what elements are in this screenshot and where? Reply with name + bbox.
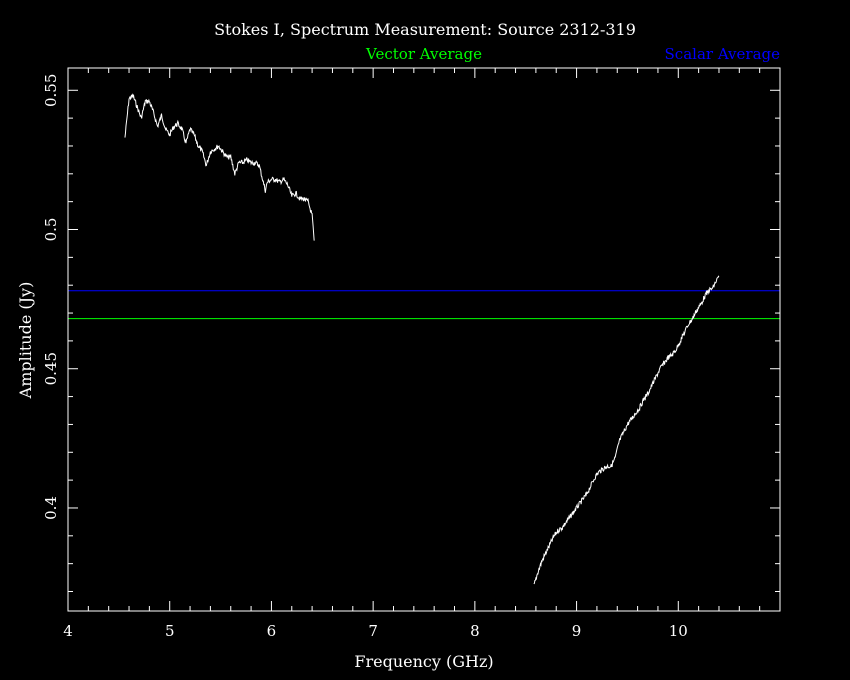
y-tick-label: 0.45 (42, 352, 60, 385)
series-line-1 (533, 275, 720, 585)
legend-scalar-average: Scalar Average (665, 45, 781, 63)
x-tick-label: 9 (572, 622, 582, 640)
y-tick-label: 0.4 (42, 496, 60, 520)
x-axis-label: Frequency (GHz) (354, 652, 493, 671)
axis-tick-labels: 4 5 6 7 8 9 10 0.4 0.45 0.5 0.55 (42, 74, 688, 640)
x-tick-label: 7 (368, 622, 378, 640)
chart-title: Stokes I, Spectrum Measurement: Source 2… (214, 20, 636, 39)
x-tick-label: 10 (669, 622, 688, 640)
x-tick-label: 8 (470, 622, 480, 640)
y-axis-label: Amplitude (Jy) (16, 282, 35, 400)
x-tick-label: 4 (63, 622, 73, 640)
x-tick-label: 6 (267, 622, 277, 640)
plot-frame (67, 67, 781, 612)
series-layer (124, 93, 720, 585)
y-tick-label: 0.55 (42, 74, 60, 107)
reference-lines (68, 290, 780, 320)
y-tick-label: 0.5 (42, 218, 60, 242)
x-tick-label: 5 (165, 622, 175, 640)
series-line-0 (124, 93, 315, 241)
legend-vector-average: Vector Average (365, 45, 482, 63)
